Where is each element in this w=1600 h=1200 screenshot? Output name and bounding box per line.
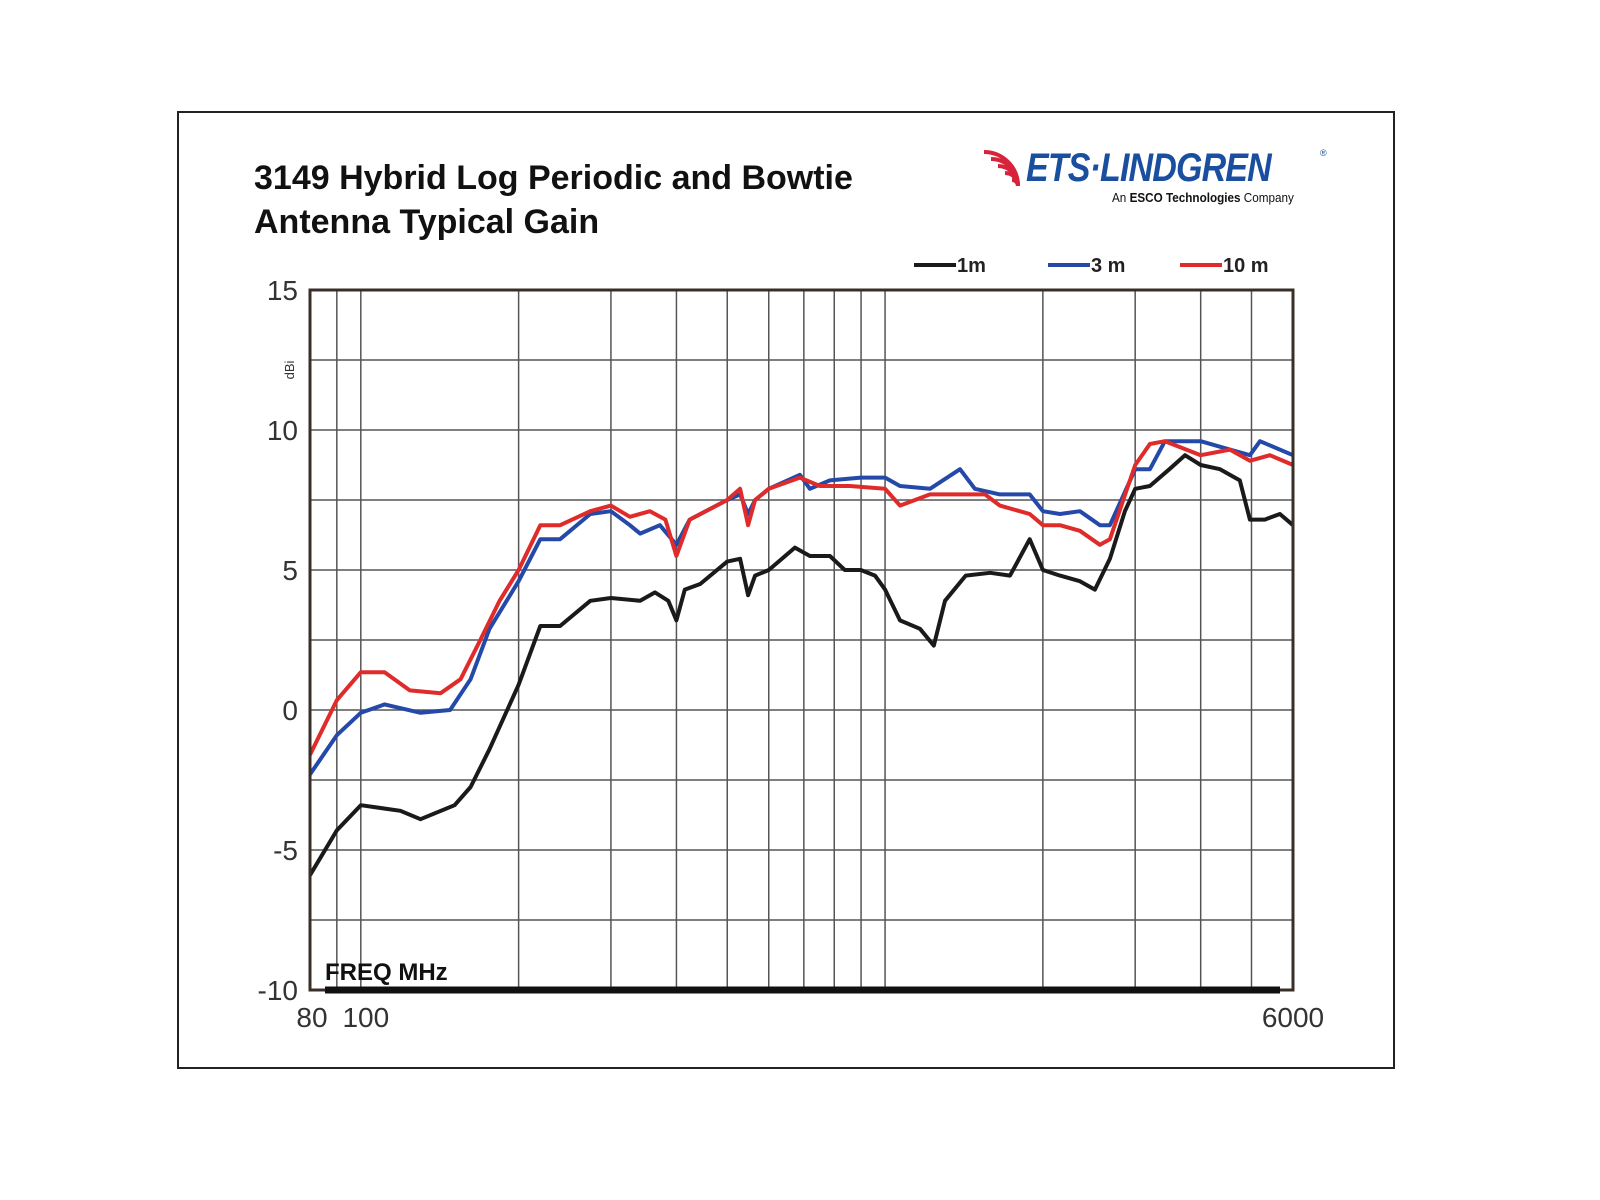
x-tick-labels: 80 100 6000 bbox=[296, 1002, 1324, 1033]
tagline-prefix: An bbox=[1112, 190, 1127, 205]
y-tick-labels: 15 10 5 0 -5 -10 bbox=[258, 275, 298, 1006]
grid bbox=[310, 290, 1293, 990]
chart-frame bbox=[177, 111, 1395, 1069]
series-line-3m bbox=[308, 439, 1294, 776]
ets-lindgren-logo: ETS·LINDGREN ® An ESCO Technologies Comp… bbox=[978, 146, 1328, 210]
x-tick-label: 100 bbox=[342, 1002, 389, 1033]
series-line-10m bbox=[308, 439, 1294, 756]
y-tick-label: -5 bbox=[273, 835, 298, 866]
legend-label-3m: 3 m bbox=[1091, 255, 1125, 277]
wave-arcs-icon bbox=[983, 150, 1020, 187]
y-axis-label: dBi bbox=[282, 360, 297, 379]
y-tick-label: 15 bbox=[267, 275, 298, 306]
title-line-1: 3149 Hybrid Log Periodic and Bowtie bbox=[254, 159, 853, 197]
logo-tagline: An ESCO Technologies Company bbox=[1112, 190, 1294, 205]
x-tick-label: 80 bbox=[296, 1002, 327, 1033]
y-tick-label: -10 bbox=[258, 975, 298, 1006]
tagline-bold: ESCO Technologies bbox=[1129, 190, 1241, 205]
legend-label-10m: 10 m bbox=[1223, 255, 1269, 277]
series-line-1m bbox=[308, 453, 1295, 877]
legend-label-1m: 1m bbox=[957, 255, 986, 277]
chart-title: 3149 Hybrid Log Periodic and Bowtie Ante… bbox=[254, 156, 853, 244]
x-axis-label: FREQ MHz bbox=[325, 959, 448, 986]
x-tick-label: 6000 bbox=[1262, 1002, 1324, 1033]
logo-wordmark: ETS·LINDGREN bbox=[1026, 146, 1272, 190]
legend: 1m 3 m 10 m bbox=[914, 255, 1269, 277]
y-tick-label: 5 bbox=[282, 555, 298, 586]
y-tick-label: 10 bbox=[267, 415, 298, 446]
tagline-suffix: Company bbox=[1243, 190, 1294, 205]
title-line-2: Antenna Typical Gain bbox=[254, 203, 600, 241]
y-tick-label: 0 bbox=[282, 695, 298, 726]
series-lines bbox=[308, 439, 1295, 877]
registered-mark: ® bbox=[1320, 148, 1327, 158]
